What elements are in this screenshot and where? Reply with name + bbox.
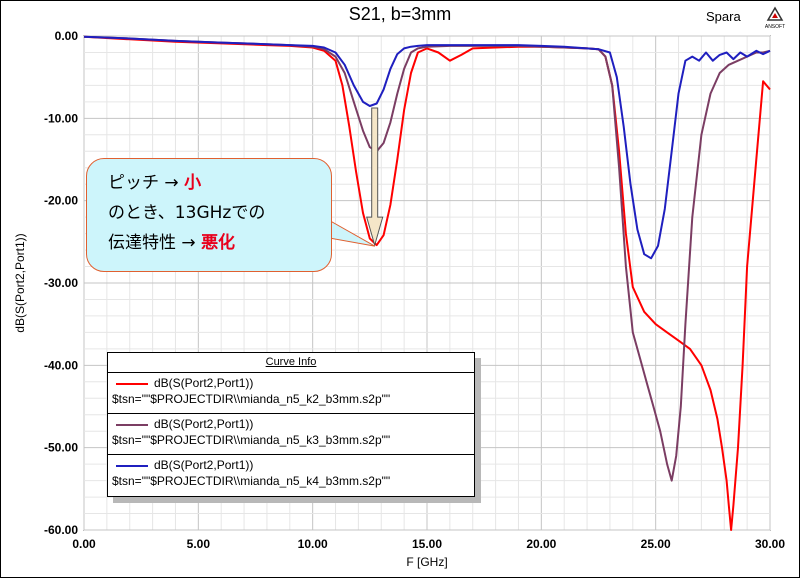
legend-swatch-k3 xyxy=(116,424,148,426)
x-tick-label: 15.00 xyxy=(412,537,442,551)
legend-title: Curve Info xyxy=(108,353,474,373)
y-tick-label: -30.00 xyxy=(44,276,78,290)
series-line-2 xyxy=(83,35,771,260)
y-tick-label: -10.00 xyxy=(44,111,78,125)
legend-entry-k3-trace: dB(S(Port2,Port1)) xyxy=(154,417,254,431)
annotation-line-1: ピッチ → 小 xyxy=(108,173,202,193)
x-tick-label: 0.00 xyxy=(72,537,96,551)
legend-entry-k3: dB(S(Port2,Port1)) $tsn=""$PROJECTDIR\\m… xyxy=(108,414,474,455)
legend-entry-k2-trace: dB(S(Port2,Port1)) xyxy=(154,376,254,390)
legend-swatch-k4 xyxy=(116,465,148,467)
annotation-callout xyxy=(86,158,332,272)
y-tick-label: -40.00 xyxy=(44,358,78,372)
legend-entry-k4-trace: dB(S(Port2,Port1)) xyxy=(154,458,254,472)
legend-entry-k4: dB(S(Port2,Port1)) $tsn=""$PROJECTDIR\\m… xyxy=(108,455,474,495)
chart-title: S21, b=3mm xyxy=(348,4,452,24)
svg-text:ANSOFT: ANSOFT xyxy=(765,24,785,30)
x-axis-label: F [GHz] xyxy=(406,555,447,569)
legend-entry-k4-file: $tsn=""$PROJECTDIR\\mianda_n5_k4_b3mm.s2… xyxy=(112,474,391,488)
x-tick-label: 30.00 xyxy=(755,537,785,551)
annotation-line-3: 伝達特性 → 悪化 xyxy=(108,233,236,253)
x-tick-labels: 0.00 5.00 10.00 15.00 20.00 25.00 30.00 xyxy=(72,537,785,551)
x-tick-label: 5.00 xyxy=(187,537,211,551)
y-tick-label: -60.00 xyxy=(44,523,78,537)
report-name-label: Spara xyxy=(706,9,741,24)
legend-entry-k2: dB(S(Port2,Port1)) $tsn=""$PROJECTDIR\\m… xyxy=(108,373,474,414)
legend-entry-k3-file: $tsn=""$PROJECTDIR\\mianda_n5_k3_b3mm.s2… xyxy=(112,433,391,447)
series-layer xyxy=(83,35,771,531)
legend-entry-k2-file: $tsn=""$PROJECTDIR\\mianda_n5_k2_b3mm.s2… xyxy=(112,392,391,406)
ansoft-logo-icon: ANSOFT xyxy=(765,6,785,30)
y-axis-label: dB(S(Port2,Port1)) xyxy=(13,233,27,332)
y-tick-label: 0.00 xyxy=(55,29,79,43)
y-tick-labels: 0.00 -10.00 -20.00 -30.00 -40.00 -50.00 -60.00 xyxy=(44,29,78,537)
x-tick-label: 25.00 xyxy=(641,537,671,551)
annotation-line-2: のとき、13GHzでの xyxy=(108,203,266,223)
legend-swatch-k2 xyxy=(116,383,148,385)
y-tick-label: -20.00 xyxy=(44,194,78,208)
x-tick-label: 10.00 xyxy=(298,537,328,551)
y-tick-label: -50.00 xyxy=(44,441,78,455)
x-tick-label: 20.00 xyxy=(526,537,556,551)
annotation-text: ピッチ → 小 のとき、13GHzでの 伝達特性 → 悪化 xyxy=(108,168,265,258)
curve-info-legend: Curve Info dB(S(Port2,Port1)) $tsn=""$PR… xyxy=(107,352,475,497)
